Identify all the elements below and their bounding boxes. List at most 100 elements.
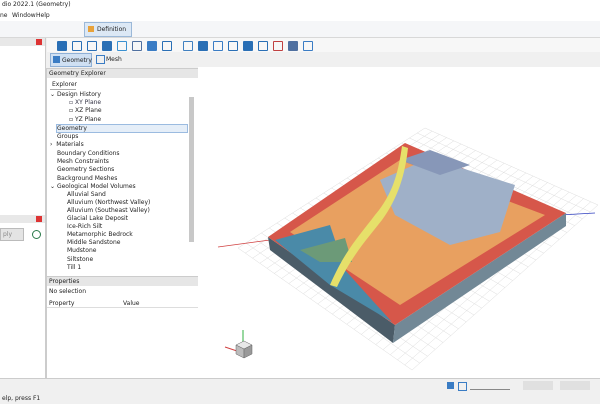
view-tab[interactable]: Mesh <box>94 53 124 65</box>
toolbar-button[interactable] <box>183 41 193 51</box>
tree-item[interactable]: Metamorphic Bedrock <box>67 231 133 239</box>
tab-label: Mesh <box>106 56 122 63</box>
toolbar-button[interactable] <box>162 41 172 51</box>
tab-icon <box>96 55 105 64</box>
toolbar-button[interactable] <box>198 41 208 51</box>
table-header: Property Value <box>47 298 198 308</box>
floor-grid-line <box>417 132 591 213</box>
close-button[interactable] <box>36 216 42 222</box>
toolbar-button[interactable] <box>147 41 157 51</box>
title-bar: dio 2022.1 (Geometry) <box>0 0 600 10</box>
scene <box>217 127 599 371</box>
menu-item[interactable]: ne <box>0 12 8 19</box>
ribbon-tab[interactable]: Definition <box>84 22 132 37</box>
toolbar-button[interactable] <box>102 41 112 51</box>
tree-label: Background Meshes <box>57 175 118 182</box>
status-icon[interactable] <box>458 382 467 391</box>
tree-label: Glacial Lake Deposit <box>67 215 129 222</box>
tree-label: XY Plane <box>74 99 102 106</box>
tree-label: Middle Sandstone <box>67 239 121 246</box>
toolbar-button[interactable] <box>303 41 313 51</box>
tree-item[interactable]: Middle Sandstone <box>67 239 120 247</box>
apply-button[interactable]: ply <box>0 228 24 241</box>
scrollbar[interactable] <box>189 97 194 242</box>
toolbar-button[interactable] <box>243 41 253 51</box>
properties-panel: Properties No selection Property Value <box>46 276 199 379</box>
tree-item[interactable]: Alluvial Sand <box>67 191 106 199</box>
viewport[interactable] <box>198 67 600 378</box>
toolbar-button[interactable] <box>57 41 67 51</box>
tab-icon <box>88 26 94 32</box>
close-button[interactable] <box>36 39 42 45</box>
toolbar-button[interactable] <box>258 41 268 51</box>
block-side <box>393 213 566 343</box>
tree-label: Siltstone <box>67 256 94 263</box>
tree-label: Metamorphic Bedrock <box>67 231 133 238</box>
tree-item[interactable]: Background Meshes <box>57 175 117 183</box>
tree-label: Geological Model Volumes <box>56 183 136 190</box>
column-header: Value <box>123 300 140 307</box>
panel-header <box>0 215 45 223</box>
tree-item[interactable]: ▫ XY Plane <box>69 99 102 106</box>
toolbar-button[interactable] <box>87 41 97 51</box>
toolbar-button[interactable] <box>288 41 298 51</box>
tree-item[interactable]: ⌄ Geological Model Volumes <box>50 183 136 190</box>
terrain-layer <box>400 150 470 175</box>
toolbar-button[interactable] <box>117 41 127 51</box>
tree-item[interactable]: Glacial Lake Deposit <box>67 215 128 223</box>
tree-label: Mesh Constraints <box>57 158 109 165</box>
tree-item[interactable]: Siltstone <box>67 256 93 264</box>
tree-item[interactable]: Groups <box>57 133 78 141</box>
tab-label: Geometry <box>62 57 92 64</box>
tab-label: Explorer <box>52 81 77 88</box>
toolbar-button[interactable] <box>273 41 283 51</box>
tree-item[interactable]: ▫ XZ Plane <box>69 107 102 114</box>
explorer-tab[interactable]: Explorer <box>50 80 77 90</box>
toolbar-button[interactable] <box>213 41 223 51</box>
menu-item[interactable]: Help <box>36 12 50 19</box>
geometry-explorer: Geometry Explorer Explorer ⌄ Design Hist… <box>46 68 199 277</box>
tab-icon <box>53 56 60 63</box>
tree-item[interactable]: ▫ YZ Plane <box>69 116 102 123</box>
refresh-icon[interactable] <box>32 230 41 239</box>
panel-header <box>0 38 45 46</box>
tree-item[interactable]: Alluvium (Northwest Valley) <box>67 199 150 207</box>
tree-item-selected[interactable]: Geometry <box>56 124 188 133</box>
tree-label: Design History <box>56 91 101 98</box>
tree-label: Mudstone <box>67 247 97 254</box>
column-header: Property <box>49 300 75 307</box>
tree-label: Materials <box>56 141 84 148</box>
tree-item[interactable]: ⌄ Design History <box>50 91 101 98</box>
tab-label: Definition <box>97 26 127 33</box>
tree-item[interactable]: › Materials <box>50 141 84 148</box>
tree-label: Boundary Conditions <box>57 150 120 157</box>
menu-item[interactable]: Window <box>12 12 36 19</box>
terrain-layer <box>380 158 515 245</box>
toolbar-button[interactable] <box>132 41 142 51</box>
tree-item[interactable]: Boundary Conditions <box>57 150 120 158</box>
tree-label: Groups <box>57 133 79 140</box>
status-icon[interactable] <box>447 382 454 389</box>
left-panel: ply <box>0 38 46 378</box>
status-field <box>560 381 590 390</box>
toolbar-button[interactable] <box>72 41 82 51</box>
tree-label: Alluvium (Northwest Valley) <box>67 199 151 206</box>
toolbar <box>47 38 600 52</box>
tree-label: Geometry <box>57 125 87 132</box>
tree-label: Till 1 <box>67 264 82 271</box>
panel-title: Geometry Explorer <box>49 70 106 77</box>
view-tab[interactable]: Geometry <box>50 53 92 67</box>
panel-header: Properties <box>47 277 198 286</box>
tree-item[interactable]: Ice-Rich Silt <box>67 223 102 231</box>
tree-item[interactable]: Mesh Constraints <box>57 158 109 166</box>
tree-item[interactable]: Alluvium (Southeast Valley) <box>67 207 150 215</box>
x-axis-line <box>217 239 271 248</box>
tree-item[interactable]: Till 1 <box>67 264 81 272</box>
toolbar-button[interactable] <box>228 41 238 51</box>
tree-item[interactable]: Mudstone <box>67 247 96 255</box>
tree-label: Geometry Sections <box>57 166 115 173</box>
status-field <box>523 381 553 390</box>
tree-item[interactable]: Geometry Sections <box>57 166 114 174</box>
status-tools[interactable] <box>470 382 510 390</box>
